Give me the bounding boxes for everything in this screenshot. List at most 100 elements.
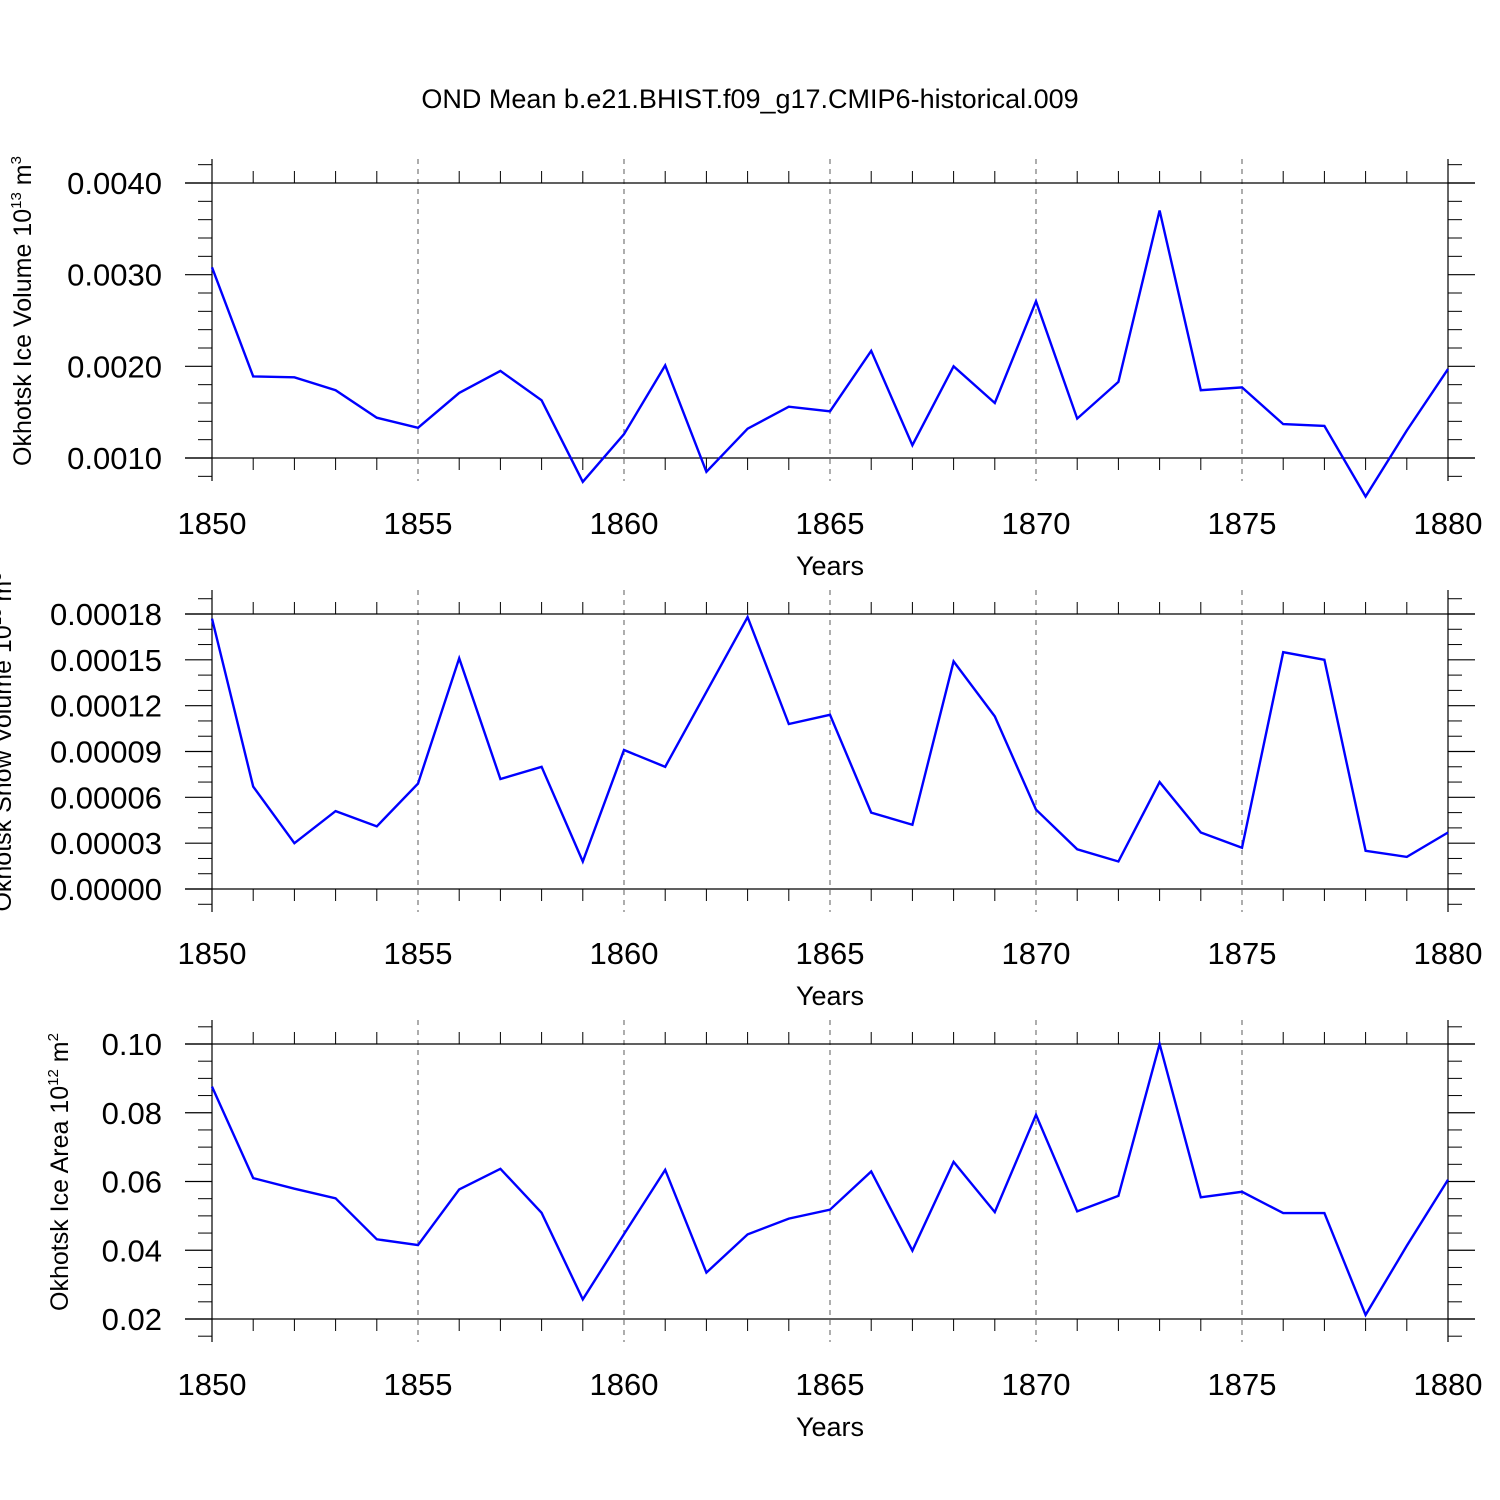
panel-2-data-point bbox=[1077, 849, 1078, 850]
panel-3-x-tick-label: 1855 bbox=[384, 1367, 453, 1402]
panel-2-data-point bbox=[1242, 847, 1243, 848]
panel-3-data-point bbox=[1242, 1191, 1243, 1192]
panel-3-data-point bbox=[1118, 1195, 1119, 1196]
panel-1-data-point bbox=[335, 390, 336, 391]
panel-1-data-point bbox=[1242, 387, 1243, 388]
panel-3-data-point bbox=[706, 1272, 707, 1273]
panel-2-x-tick-label: 1850 bbox=[178, 936, 247, 971]
panel-2-x-tick-label: 1870 bbox=[1002, 936, 1071, 971]
chart-title: OND Mean b.e21.BHIST.f09_g17.CMIP6-histo… bbox=[421, 84, 1078, 114]
panel-2-y-tick-label: 0.00015 bbox=[50, 643, 162, 678]
panel-1-x-tick-label: 1860 bbox=[590, 506, 659, 541]
panel-2-data-point bbox=[706, 691, 707, 692]
panel-2-y-tick-label: 0.00009 bbox=[50, 735, 162, 770]
panel-1-data-point bbox=[1406, 430, 1407, 431]
panel-1-y-tick-label: 0.0020 bbox=[67, 349, 162, 384]
panel-2-data-point bbox=[665, 766, 666, 767]
panel-2-data-point bbox=[953, 661, 954, 662]
panel-1-data-point bbox=[953, 366, 954, 367]
panel-2-series-line bbox=[210, 614, 1449, 865]
panel-3-data-point bbox=[788, 1218, 789, 1219]
panel-1-data-point bbox=[376, 417, 377, 418]
panel-1-x-axis-label: Years bbox=[796, 551, 864, 581]
panel-3-data-point bbox=[1406, 1245, 1407, 1246]
panel-2-data-point bbox=[335, 811, 336, 812]
panel-1-data-point bbox=[871, 350, 872, 351]
panel-3-data-point bbox=[747, 1234, 748, 1235]
panel-3-y-tick-label: 0.10 bbox=[102, 1027, 162, 1062]
panel-1-data-point bbox=[1365, 496, 1366, 497]
panel-1-data-point bbox=[706, 471, 707, 472]
panel-1-data-point bbox=[1159, 210, 1160, 211]
panel-1-data-point bbox=[212, 267, 213, 268]
panel-3-data-point bbox=[212, 1086, 213, 1087]
panel-3-data-point bbox=[459, 1189, 460, 1190]
panel-3-data-point bbox=[253, 1178, 254, 1179]
panel-2-data-point bbox=[994, 716, 995, 717]
panel-2-data-point bbox=[1283, 652, 1284, 653]
panel-3-x-tick-label: 1850 bbox=[178, 1367, 247, 1402]
panel-3-x-axis-label: Years bbox=[796, 1412, 864, 1442]
panel-1-x-tick-label: 1870 bbox=[1002, 506, 1071, 541]
panel-3-x-tick-label: 1860 bbox=[590, 1367, 659, 1402]
panel-1-data-point bbox=[500, 370, 501, 371]
panel-3-series-line bbox=[210, 1039, 1450, 1318]
panel-3-data-point bbox=[376, 1239, 377, 1240]
panel-1-data-point bbox=[747, 428, 748, 429]
panel-1-y-tick-label: 0.0040 bbox=[67, 166, 162, 201]
panel-2-data-point bbox=[830, 714, 831, 715]
panel-2-x-axis-label: Years bbox=[796, 981, 864, 1011]
panel-3-data-point bbox=[1324, 1213, 1325, 1214]
panel-1-data-point bbox=[665, 365, 666, 366]
panel-3-data-point bbox=[1036, 1114, 1037, 1115]
panel-2-data-point bbox=[376, 826, 377, 827]
panel-2-data-point bbox=[788, 724, 789, 725]
panel-1-data-point bbox=[582, 481, 583, 482]
panel-3-data-point bbox=[582, 1299, 583, 1300]
panel-2-data-point bbox=[541, 766, 542, 767]
panel-2-y-tick-label: 0.00012 bbox=[50, 689, 162, 724]
panel-1-y-axis-label: Okhotsk Ice Volume 1013 m3 bbox=[8, 156, 37, 466]
panel-3-x-tick-label: 1875 bbox=[1208, 1367, 1277, 1402]
panel-3-data-point bbox=[418, 1245, 419, 1246]
panel-1-series-line bbox=[210, 210, 1449, 499]
panel-1-data-point bbox=[994, 403, 995, 404]
panel-3-x-tick-label: 1865 bbox=[796, 1367, 865, 1402]
panel-2-data-point bbox=[500, 779, 501, 780]
panel-2-data-point bbox=[871, 812, 872, 813]
panel-3-y-tick-label: 0.06 bbox=[102, 1165, 162, 1200]
panel-1-data-point bbox=[294, 377, 295, 378]
panel-3-data-point bbox=[294, 1188, 295, 1189]
panel-2-data-point bbox=[1406, 856, 1407, 857]
panel-1-data-point bbox=[1077, 418, 1078, 419]
panel-1-data-point bbox=[830, 411, 831, 412]
panel-1-data-point bbox=[788, 406, 789, 407]
panel-1-x-tick-label: 1875 bbox=[1208, 506, 1277, 541]
panel-2-x-tick-label: 1875 bbox=[1208, 936, 1277, 971]
panel-2-data-point bbox=[1324, 659, 1325, 660]
panel-1-x-tick-label: 1850 bbox=[178, 506, 247, 541]
panel-3-data-point bbox=[912, 1250, 913, 1251]
panel-1-data-point bbox=[1118, 381, 1119, 382]
panel-3-data-point bbox=[1159, 1044, 1160, 1045]
panel-2-data-point bbox=[294, 843, 295, 844]
panel-1-data-point bbox=[624, 434, 625, 435]
panel-2-y-tick-label: 0.00018 bbox=[50, 597, 162, 632]
panel-1-data-point bbox=[418, 427, 419, 428]
panel-2-data-point bbox=[1200, 832, 1201, 833]
panel-3-y-tick-label: 0.04 bbox=[102, 1233, 162, 1268]
panel-2-data-point bbox=[1118, 861, 1119, 862]
panel-2-y-axis-label: Okhotsk Snow Volume 1013 m3 bbox=[0, 572, 17, 911]
panel-3-data-point bbox=[953, 1161, 954, 1162]
panel-1-y-tick-label: 0.0030 bbox=[67, 258, 162, 293]
panel-1-y-tick-label: 0.0010 bbox=[67, 441, 162, 476]
panel-2-y-tick-label: 0.00006 bbox=[50, 780, 162, 815]
panel-2-data-point bbox=[747, 617, 748, 618]
panel-3-data-point bbox=[871, 1171, 872, 1172]
panel-3-data-point bbox=[1448, 1179, 1449, 1180]
panel-2-data-point bbox=[1448, 832, 1449, 833]
panel-3-data-point bbox=[1365, 1314, 1366, 1315]
panel-3-data-point bbox=[1200, 1197, 1201, 1198]
panel-2-x-tick-label: 1880 bbox=[1414, 936, 1483, 971]
